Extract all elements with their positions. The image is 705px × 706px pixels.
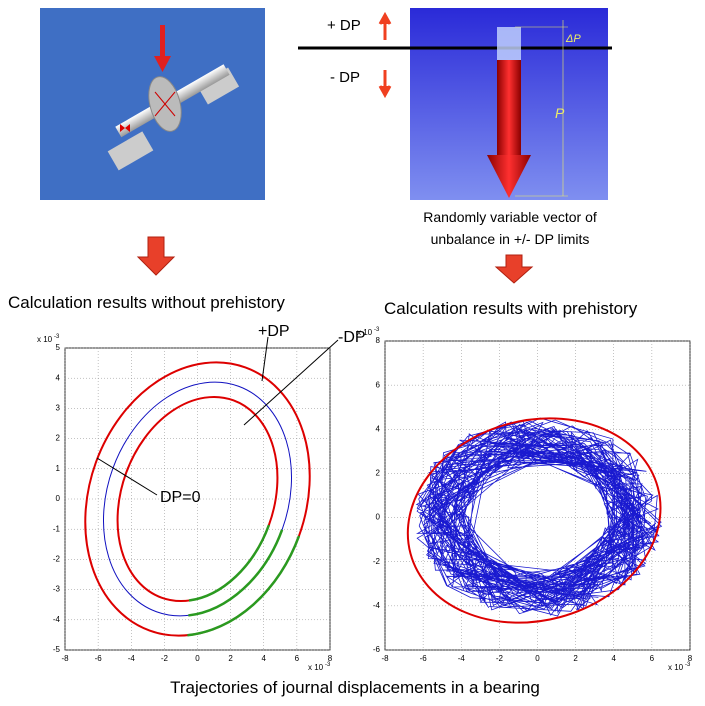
p-label: P — [555, 105, 565, 121]
x-tick-label: 0 — [195, 654, 200, 663]
caption-line: unbalance in +/- DP limits — [431, 231, 590, 247]
delta-p-label: ΔP — [565, 33, 581, 45]
y-tick-label: 2 — [56, 434, 61, 443]
y-tick-label: -4 — [53, 615, 61, 624]
x-tick-label: 6 — [295, 654, 300, 663]
x-scale: x 10 — [308, 663, 324, 672]
x-tick-label: -8 — [61, 654, 69, 663]
x-tick-label: -8 — [381, 654, 389, 663]
figure: + DP - DP ΔP P Randomly variable vector … — [0, 0, 705, 706]
minus-dp-label: - DP — [330, 69, 360, 86]
x-scale-exp: -3 — [325, 662, 331, 668]
left-title: Calculation results without prehistory — [8, 293, 285, 312]
plus-dp-label: + DP — [327, 17, 361, 34]
y-tick-label: -4 — [373, 601, 381, 610]
x-tick-label: 2 — [228, 654, 233, 663]
x-scale-exp: -3 — [685, 662, 691, 668]
y-scale-exp: -3 — [374, 327, 380, 333]
y-tick-label: 0 — [376, 513, 381, 522]
y-tick-label: 4 — [56, 373, 61, 382]
x-tick-label: -2 — [496, 654, 504, 663]
down-arrow — [496, 255, 532, 283]
x-tick-label: -2 — [161, 654, 169, 663]
y-tick-label: 3 — [56, 404, 61, 413]
y-tick-label: -1 — [53, 524, 61, 533]
y-tick-label: 4 — [376, 424, 381, 433]
y-scale: x 10 — [357, 328, 373, 337]
y-tick-label: -2 — [373, 557, 381, 566]
footer: Trajectories of journal displacements in… — [170, 678, 540, 697]
y-tick-label: 0 — [56, 494, 61, 503]
x-tick-label: -6 — [420, 654, 428, 663]
y-scale-exp: -3 — [54, 334, 60, 340]
vector-image: + DP - DP ΔP P Randomly variable vector … — [298, 8, 612, 247]
x-tick-label: 0 — [535, 654, 540, 663]
y-tick-label: 8 — [376, 336, 381, 345]
x-tick-label: 4 — [612, 654, 617, 663]
x-tick-label: 4 — [262, 654, 267, 663]
right-title: Calculation results with prehistory — [384, 299, 638, 318]
y-tick-label: 2 — [376, 469, 381, 478]
annotation: +DP — [258, 323, 290, 340]
y-tick-label: 6 — [376, 380, 381, 389]
rotor-image — [40, 8, 265, 200]
x-tick-label: 6 — [650, 654, 655, 663]
y-tick-label: 5 — [56, 343, 61, 352]
x-tick-label: -4 — [128, 654, 136, 663]
y-tick-label: -3 — [53, 585, 61, 594]
y-scale: x 10 — [37, 335, 53, 344]
annotation: DP=0 — [160, 489, 201, 506]
x-scale: x 10 — [668, 663, 684, 672]
y-tick-label: -6 — [373, 645, 381, 654]
y-tick-label: -2 — [53, 555, 61, 564]
y-tick-label: 1 — [56, 464, 61, 473]
canvas: + DP - DP ΔP P Randomly variable vector … — [0, 0, 705, 706]
caption-line: Randomly variable vector of — [423, 209, 597, 225]
down-arrow — [138, 237, 174, 275]
y-tick-label: -5 — [53, 645, 61, 654]
x-tick-label: -6 — [95, 654, 103, 663]
x-tick-label: -4 — [458, 654, 466, 663]
x-tick-label: 2 — [573, 654, 578, 663]
